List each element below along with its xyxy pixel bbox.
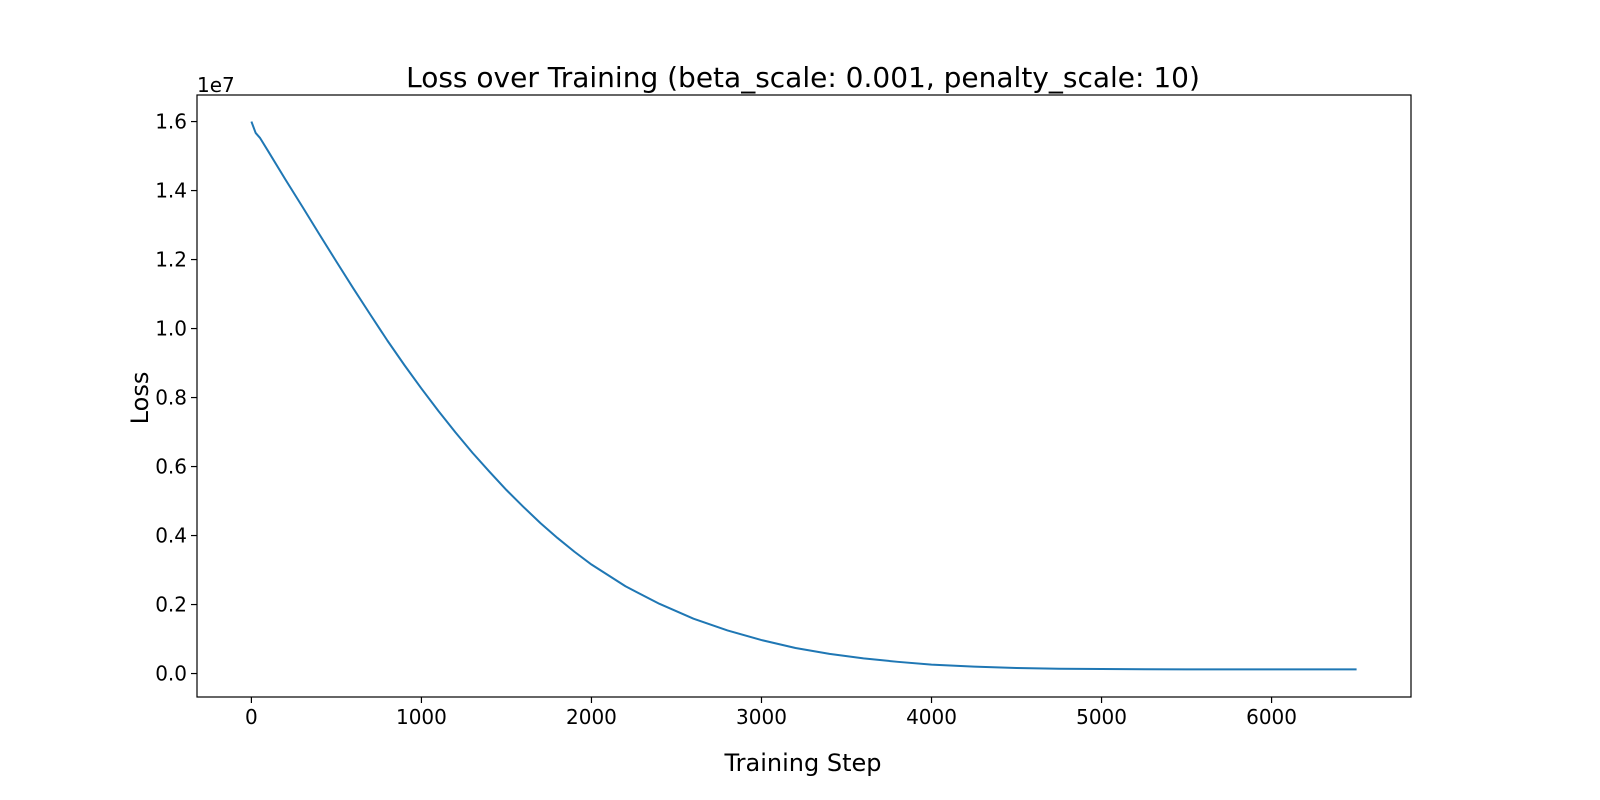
y-tick-label: 0.0 <box>155 662 187 686</box>
x-tick-label: 2000 <box>566 705 617 729</box>
plot-area <box>196 94 1412 698</box>
x-tick-label: 6000 <box>1246 705 1297 729</box>
x-tick-label: 1000 <box>396 705 447 729</box>
y-tick-label: 1.0 <box>155 317 187 341</box>
x-tick-label: 0 <box>245 705 258 729</box>
y-axis-offset-label: 1e7 <box>197 73 235 97</box>
y-tick-label: 1.2 <box>155 248 187 272</box>
x-axis-ticks: 0 1000 2000 3000 4000 5000 6000 <box>245 697 1297 729</box>
y-axis-ticks: 0.0 0.2 0.4 0.6 0.8 1.0 1.2 1.4 1.6 <box>155 110 197 686</box>
loss-series-line <box>250 121 1357 671</box>
chart-title: Loss over Training (beta_scale: 0.001, p… <box>406 61 1200 94</box>
y-tick-label: 1.4 <box>155 179 187 203</box>
y-tick-label: 0.2 <box>155 593 187 617</box>
y-tick-label: 0.4 <box>155 524 187 548</box>
x-tick-label: 5000 <box>1076 705 1127 729</box>
y-axis-label: Loss <box>126 372 154 425</box>
y-tick-label: 0.8 <box>155 386 187 410</box>
plot-frame <box>196 94 1412 698</box>
y-tick-label: 0.6 <box>155 455 187 479</box>
y-tick-label: 1.6 <box>155 110 187 134</box>
x-tick-label: 3000 <box>736 705 787 729</box>
x-axis-label: Training Step <box>724 749 882 777</box>
x-tick-label: 4000 <box>906 705 957 729</box>
